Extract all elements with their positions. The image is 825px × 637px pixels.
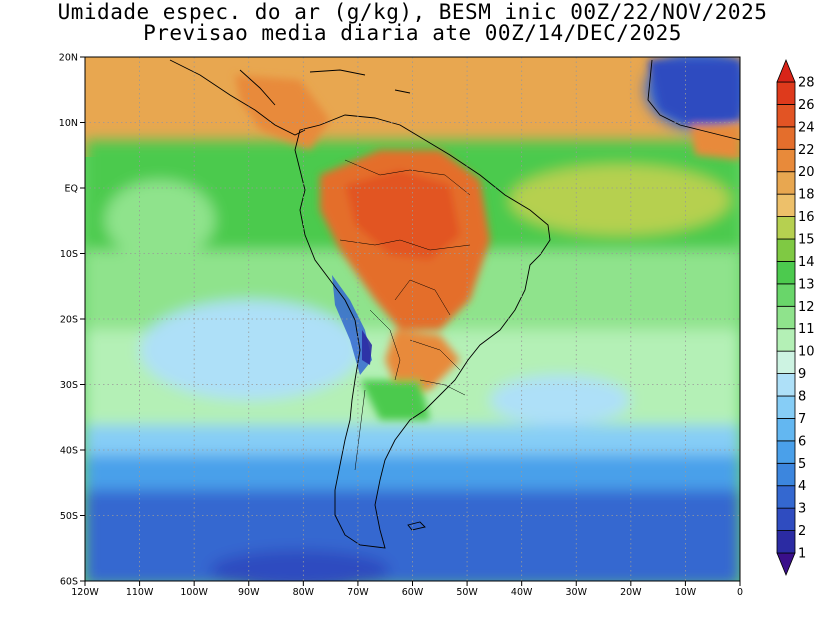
colorbar-level-label: 26 [798, 98, 815, 113]
colorbar-level-label: 15 [798, 233, 815, 248]
colorbar-level-label: 6 [798, 434, 806, 449]
lon-tick-label: 40W [511, 587, 533, 598]
colorbar-level-label: 4 [798, 479, 806, 494]
colorbar-swatch [776, 507, 796, 531]
colorbar-swatch [776, 530, 796, 554]
colorbar-level-label: 7 [798, 412, 806, 427]
lon-tick-label: 20W [620, 587, 642, 598]
lon-tick-label: 120W [71, 587, 99, 598]
colorbar-swatch [776, 418, 796, 442]
lat-tick-label: 40S [60, 446, 78, 457]
title-line-2: Previsao media diaria ate 00Z/14/DEC/202… [143, 21, 682, 45]
colorbar-min-arrow [776, 552, 796, 577]
colorbar-level-label: 12 [798, 300, 815, 315]
colorbar-level-label: 5 [798, 457, 806, 472]
lon-tick-label: 110W [126, 587, 154, 598]
lat-tick-label: 10N [59, 118, 78, 129]
longitude-axis: 120W 110W 100W 90W 80W 70W 60W 50W 40W 30W 20W 10W 0 [71, 581, 743, 598]
colorbar-swatch [776, 395, 796, 419]
colorbar-swatch [776, 305, 796, 330]
lon-tick-label: 80W [293, 587, 315, 598]
colorbar-level-label: 24 [798, 120, 815, 135]
colorbar-swatch [776, 171, 796, 195]
colorbar-swatch [776, 283, 796, 307]
lon-tick-label: 0 [737, 587, 743, 598]
colorbar-swatch [776, 373, 796, 397]
colorbar-level-label: 13 [798, 277, 815, 292]
colorbar-level-label: 18 [798, 188, 815, 203]
colorbar-level-label: 9 [798, 367, 806, 382]
lon-tick-label: 30W [566, 587, 588, 598]
lon-tick-label: 90W [238, 587, 260, 598]
lon-tick-label: 100W [180, 587, 208, 598]
lat-tick-label: 20S [60, 315, 78, 326]
lon-tick-label: 60W [402, 587, 424, 598]
colorbar-swatch [776, 440, 796, 464]
lat-tick-label: 20N [59, 53, 78, 64]
lon-tick-label: 70W [347, 587, 369, 598]
lat-tick-label: 50S [60, 511, 78, 522]
lat-tick-label: 30S [60, 380, 78, 391]
lon-tick-label: 10W [675, 587, 697, 598]
colorbar-swatch [776, 238, 796, 262]
colorbar-max-arrow [776, 58, 796, 83]
colorbar-level-label: 1 [798, 547, 806, 562]
colorbar-swatch [776, 261, 796, 285]
graticule [85, 57, 740, 581]
latitude-axis: 20N 10N EQ 10S 20S 30S 40S 50S 60S [59, 53, 85, 588]
coastlines [169, 59, 740, 549]
lat-tick-label: 60S [60, 577, 78, 588]
colorbar-swatch [776, 81, 796, 105]
colorbar-level-label: 16 [798, 210, 815, 225]
colorbar-level-label: 2 [798, 524, 806, 539]
colorbar-level-label: 14 [798, 255, 815, 270]
colorbar-level-label: 28 [798, 76, 815, 91]
country-borders [339, 159, 471, 471]
colorbar-level-label: 10 [798, 345, 815, 360]
colorbar-swatch [776, 485, 796, 509]
colorbar-level-label: 22 [798, 143, 815, 158]
colorbar-swatch [776, 216, 796, 240]
colorbar-level-label: 20 [798, 165, 815, 180]
colorbar-swatch [776, 462, 796, 487]
humidity-field [85, 57, 740, 581]
lat-tick-label: 10S [60, 249, 78, 260]
colorbar-level-label: 8 [798, 390, 806, 405]
colorbar-level-label: 3 [798, 502, 806, 517]
colorbar-swatch [776, 328, 796, 352]
colorbar-swatch [776, 126, 796, 150]
colorbar-level-label: 11 [798, 322, 815, 337]
colorbar-swatch [776, 104, 796, 128]
map-title: Umidade espec. do ar (g/kg), BESM inic 0… [0, 2, 825, 44]
lat-tick-label: EQ [65, 184, 78, 195]
colorbar-swatch [776, 350, 796, 374]
title-line-1: Umidade espec. do ar (g/kg), BESM inic 0… [57, 0, 768, 24]
lon-tick-label: 50W [456, 587, 478, 598]
colorbar-swatch [776, 193, 796, 217]
colorbar-swatch [776, 148, 796, 173]
